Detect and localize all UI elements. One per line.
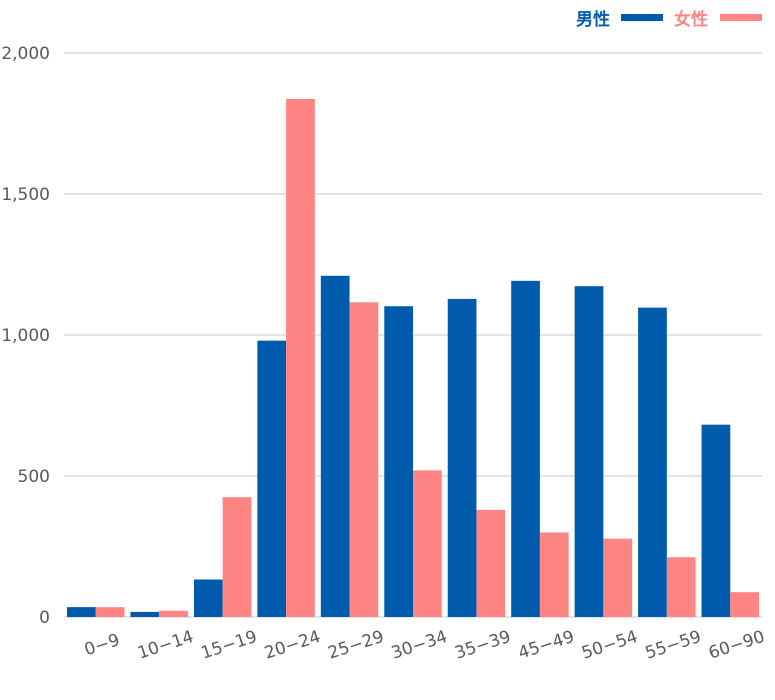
bar-male-2 [193, 579, 223, 617]
bar-female-10 [730, 592, 759, 617]
bar-male-9 [638, 307, 667, 617]
bar-female-8 [603, 538, 633, 617]
y-tick-label: 2,000 [1, 44, 50, 64]
x-tick-label: 35−39 [452, 627, 513, 664]
bar-male-8 [574, 286, 604, 617]
bar-male-0 [67, 607, 96, 617]
bar-female-1 [159, 610, 188, 617]
bar-male-7 [511, 280, 540, 617]
y-tick-label: 1,500 [1, 185, 50, 205]
x-tick-label: 25−29 [326, 627, 387, 664]
bar-female-3 [286, 98, 315, 617]
y-tick-label: 1,000 [1, 326, 50, 346]
bar-male-4 [320, 275, 350, 617]
y-tick-label: 500 [18, 467, 50, 487]
legend-swatch-male [621, 14, 663, 21]
bar-male-5 [384, 306, 413, 617]
x-tick-label: 55−59 [643, 627, 704, 664]
legend-label-female: 女性 [674, 9, 708, 30]
bar-female-5 [413, 470, 442, 617]
x-tick-label: 30−34 [389, 627, 450, 664]
x-tick-label: 45−49 [516, 627, 577, 664]
x-axis-ticks: 0−9 10−14 15−19 20−24 25−29 30−34 35−39 45−49 50… [82, 627, 767, 664]
bar-female-0 [95, 607, 125, 617]
bar-male-3 [257, 340, 287, 617]
bar-female-7 [539, 532, 569, 617]
bar-female-9 [666, 557, 696, 617]
bars [67, 98, 759, 617]
x-tick-label: 60−90 [706, 627, 767, 664]
legend-swatch-female [720, 14, 762, 21]
x-tick-label: 10−14 [135, 627, 196, 664]
y-tick-label: 0 [39, 608, 50, 628]
legend-label-male: 男性 [576, 9, 610, 30]
bar-male-1 [130, 611, 160, 617]
x-tick-label: 0−9 [82, 630, 122, 660]
x-tick-label: 20−24 [262, 627, 323, 664]
bar-female-4 [349, 302, 379, 617]
legend: 男性 女性 [576, 9, 762, 30]
x-tick-label: 15−19 [199, 627, 260, 664]
bar-male-6 [447, 298, 477, 617]
bar-male-10 [701, 424, 731, 617]
y-axis-ticks: 0 500 1,000 1,500 2,000 [1, 44, 50, 628]
bar-female-2 [222, 497, 252, 617]
x-tick-label: 50−54 [579, 627, 640, 664]
bar-female-6 [476, 509, 506, 617]
